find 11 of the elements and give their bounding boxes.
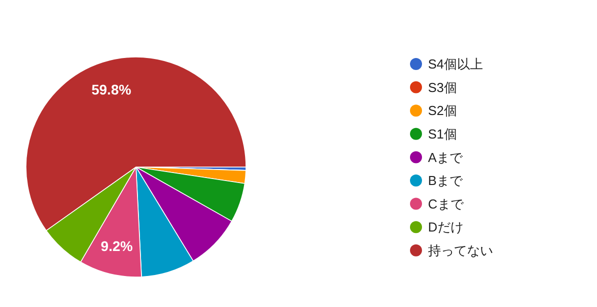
legend-label: 持ってない: [428, 242, 493, 258]
legend-label: S4個以上: [428, 56, 483, 72]
legend-label: Aまで: [428, 150, 464, 165]
legend-label: S1個: [428, 126, 457, 142]
legend-label: Cまで: [428, 196, 464, 212]
legend-label: Dだけ: [428, 220, 464, 235]
data-label: 59.8%: [91, 81, 132, 98]
data-label: 9.2%: [100, 238, 134, 254]
legend-label: S3個: [428, 80, 457, 95]
legend-label: S2個: [428, 103, 457, 118]
legend-label: Bまで: [428, 173, 464, 188]
